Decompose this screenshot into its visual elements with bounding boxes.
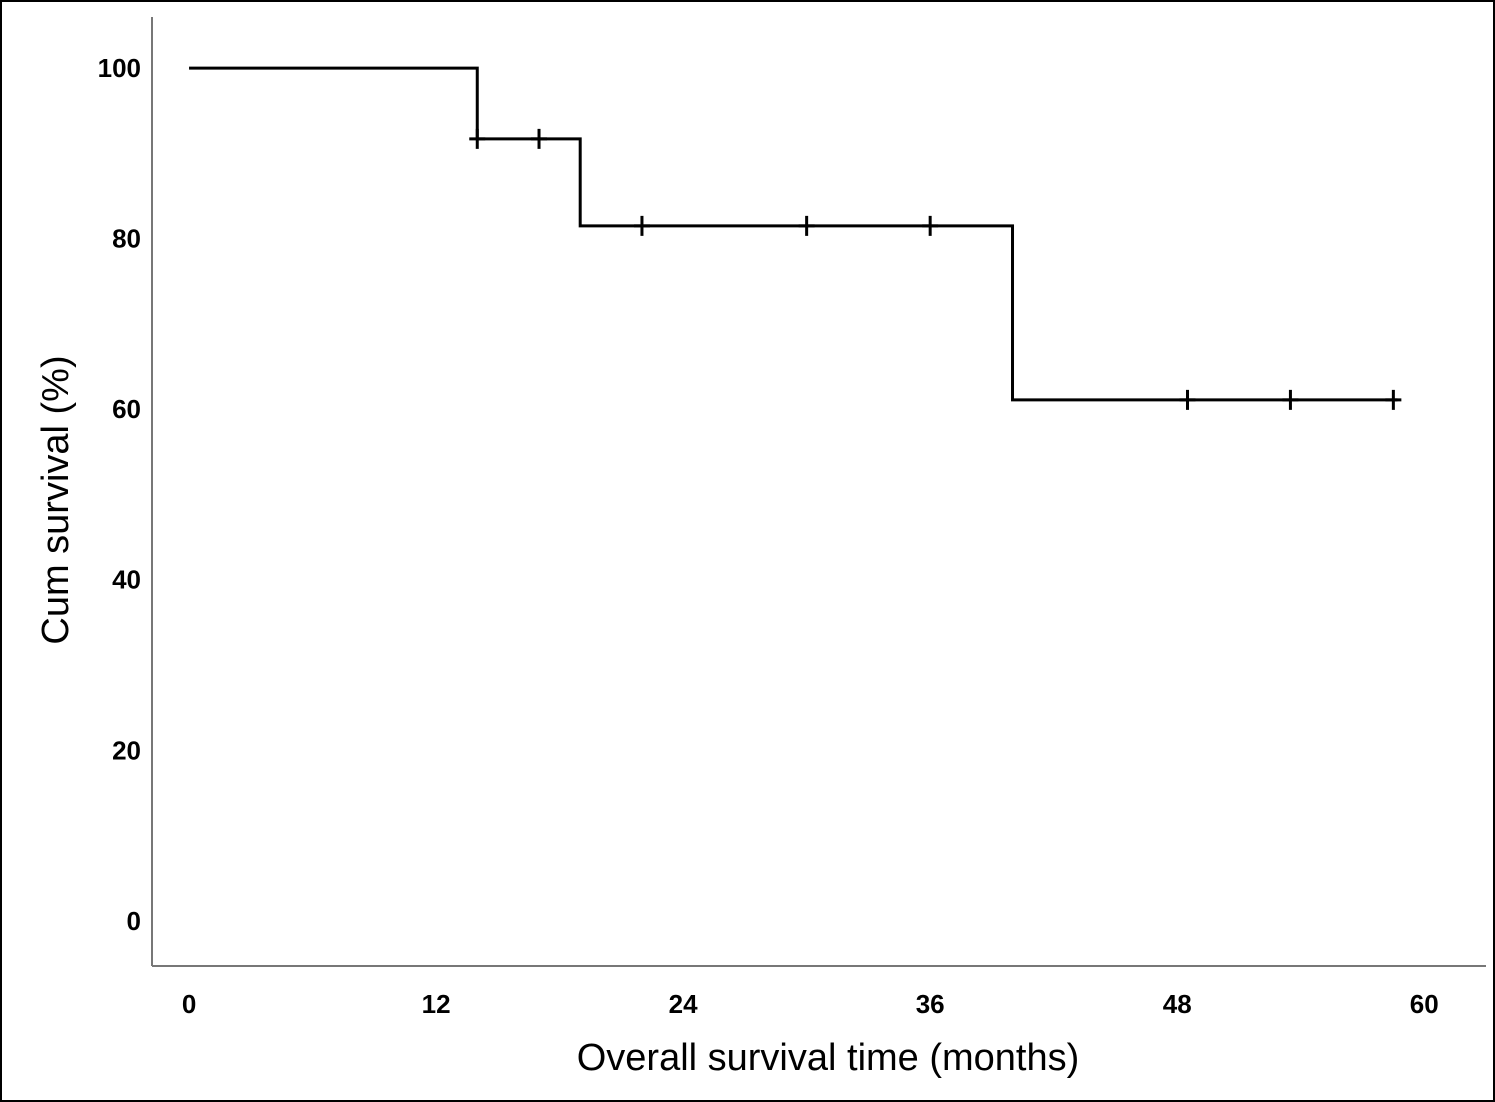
y-tick-label: 40: [112, 565, 141, 595]
x-tick-label: 36: [916, 989, 945, 1019]
y-tick-label: 0: [127, 906, 141, 936]
censored-mark: [922, 215, 939, 236]
x-tick-label: 24: [669, 989, 698, 1019]
plot-marks: [189, 66, 1402, 410]
censored-mark: [1179, 389, 1196, 410]
x-axis-title: Overall survival time (months): [577, 1037, 1080, 1079]
censored-mark: [633, 215, 650, 236]
y-tick-label: 60: [112, 394, 141, 424]
y-axis-title: Cum survival (%): [35, 355, 77, 644]
x-tick-labels: 0 12 24 36 48 60: [182, 989, 1439, 1019]
censored-mark: [469, 128, 486, 149]
x-tick-label: 0: [182, 989, 196, 1019]
censored-mark: [531, 128, 548, 149]
y-tick-label: 20: [112, 735, 141, 765]
x-tick-label: 60: [1410, 989, 1439, 1019]
censored-mark: [1282, 389, 1299, 410]
y-tick-label: 80: [112, 224, 141, 254]
survival-step-line: [189, 66, 1398, 402]
censored-mark: [798, 215, 815, 236]
x-tick-label: 12: [422, 989, 451, 1019]
axes: [151, 17, 1486, 967]
y-tick-label: 100: [98, 53, 141, 83]
y-tick-labels: 0 20 40 60 80 100: [98, 53, 141, 936]
x-tick-label: 48: [1163, 989, 1192, 1019]
censored-mark: [1385, 389, 1402, 410]
